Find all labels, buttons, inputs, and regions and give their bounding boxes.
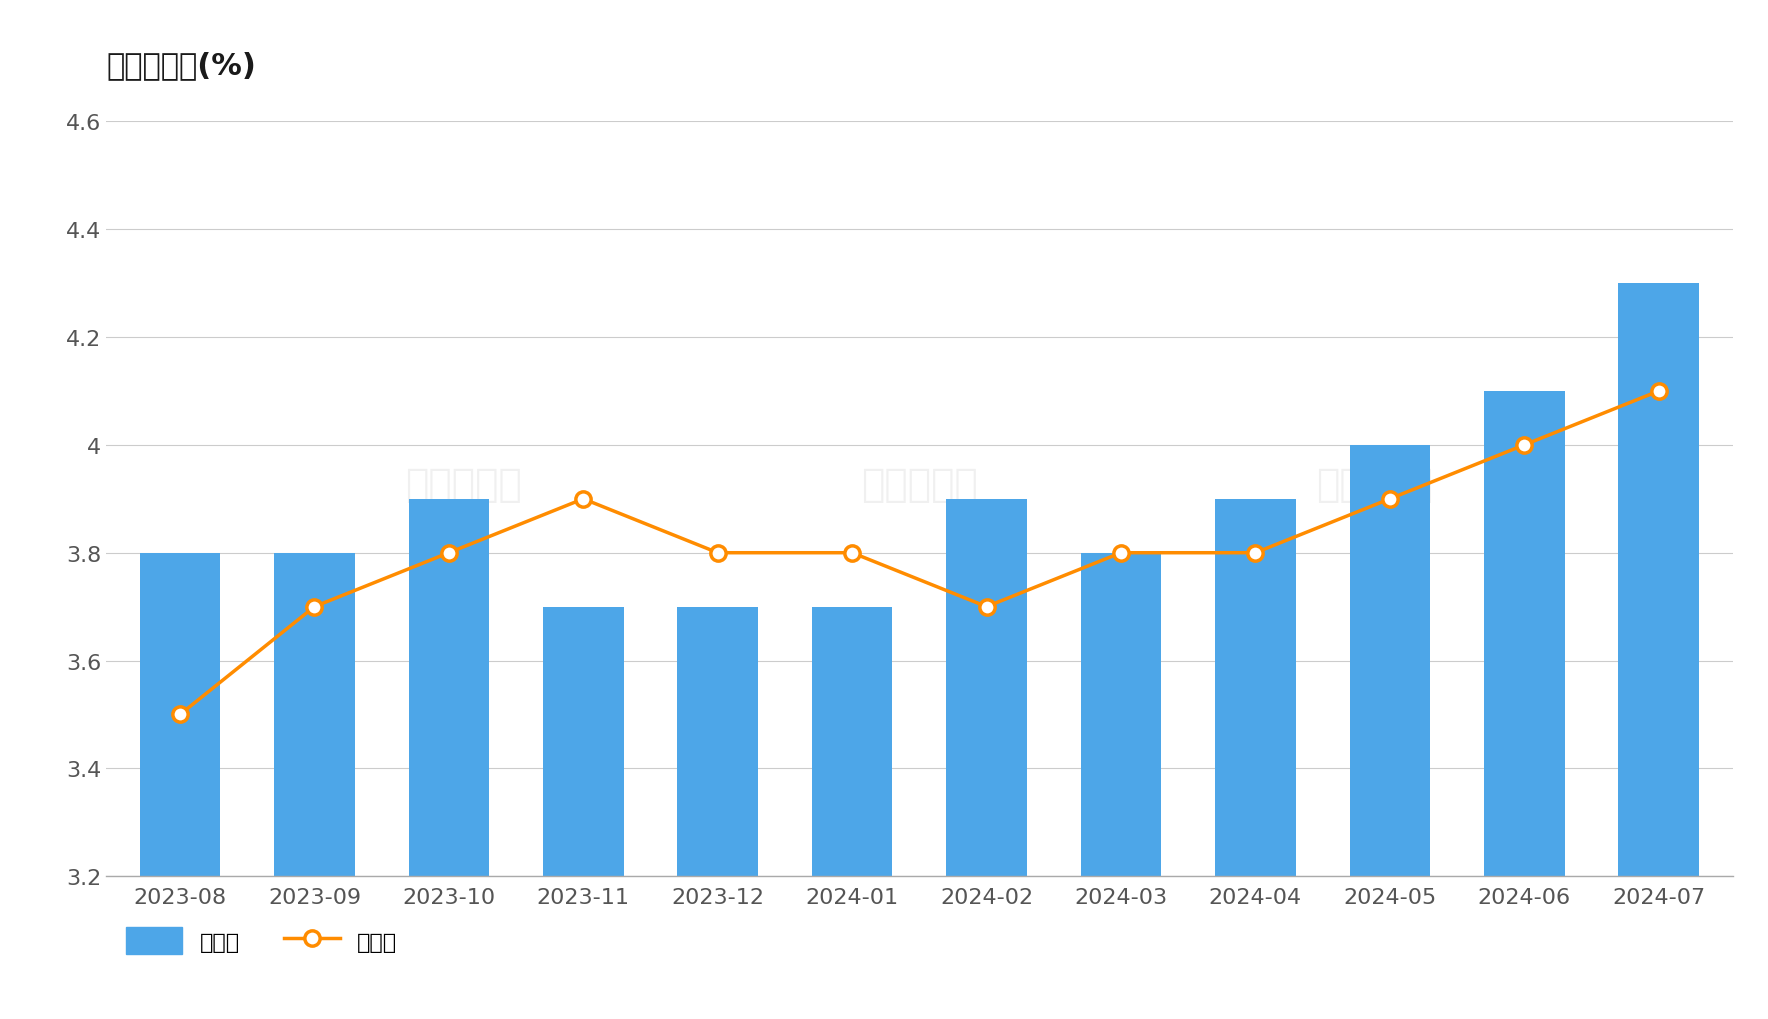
- Bar: [543, 607, 624, 876]
- Bar: [812, 607, 893, 876]
- Bar: [946, 499, 1027, 876]
- Bar: [140, 553, 221, 876]
- Text: 华尔街见闻: 华尔街见闻: [861, 466, 978, 503]
- Bar: [1483, 391, 1565, 876]
- Bar: [274, 553, 355, 876]
- Bar: [1349, 445, 1430, 876]
- Text: 华尔街见闻: 华尔街见闻: [1317, 466, 1434, 503]
- Bar: [408, 499, 490, 876]
- Bar: [1618, 284, 1699, 876]
- Text: 美国失业率(%): 美国失业率(%): [106, 51, 256, 79]
- Legend: 实际值, 预测值: 实际值, 预测值: [117, 918, 407, 963]
- Bar: [677, 607, 758, 876]
- Bar: [1080, 553, 1162, 876]
- Bar: [1215, 499, 1296, 876]
- Text: 华尔街见闻: 华尔街见闻: [405, 466, 522, 503]
